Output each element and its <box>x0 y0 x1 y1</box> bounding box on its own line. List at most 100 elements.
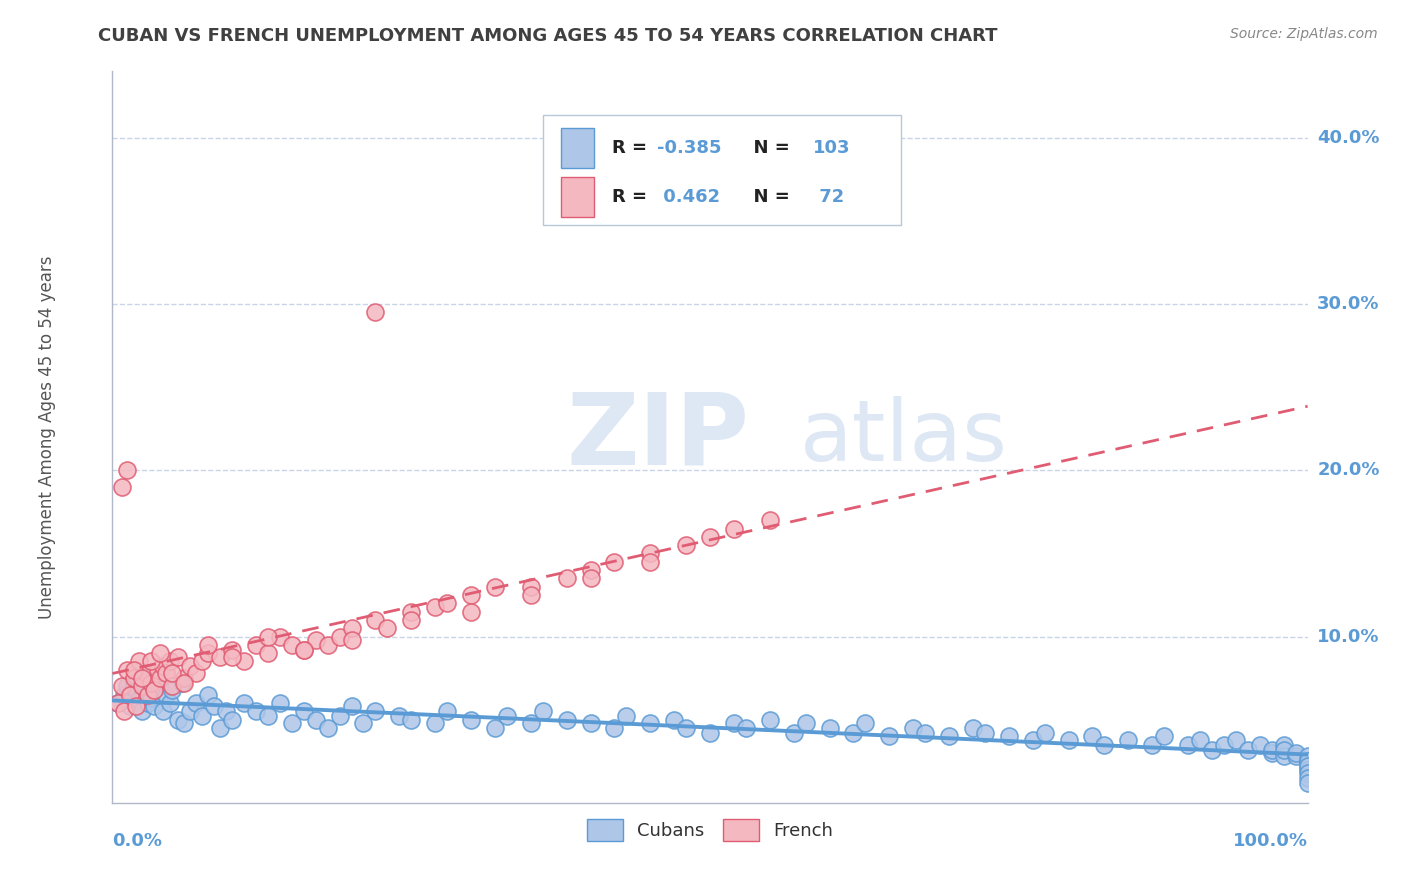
Point <box>1237 742 1260 756</box>
Point <box>159 655 181 669</box>
Point <box>197 646 219 660</box>
Point <box>364 705 387 719</box>
Point <box>1285 746 1308 760</box>
Point <box>215 705 238 719</box>
Point <box>555 713 578 727</box>
Point <box>425 599 447 614</box>
Point <box>377 621 399 635</box>
Point <box>186 666 208 681</box>
Point <box>1189 732 1212 747</box>
Point <box>520 716 543 731</box>
Point <box>1177 738 1199 752</box>
Text: N =: N = <box>741 188 796 206</box>
Point <box>120 688 142 702</box>
Point <box>1153 729 1175 743</box>
Point <box>191 709 214 723</box>
Point <box>352 716 374 731</box>
Point <box>329 709 352 723</box>
Point <box>364 305 387 319</box>
Point <box>1225 732 1247 747</box>
Point <box>1033 726 1056 740</box>
Text: CUBAN VS FRENCH UNEMPLOYMENT AMONG AGES 45 TO 54 YEARS CORRELATION CHART: CUBAN VS FRENCH UNEMPLOYMENT AMONG AGES … <box>98 27 998 45</box>
Point <box>292 643 315 657</box>
Point <box>1213 738 1236 752</box>
Point <box>221 643 243 657</box>
FancyBboxPatch shape <box>543 115 901 225</box>
Point <box>520 588 543 602</box>
Point <box>484 580 506 594</box>
Point <box>221 713 243 727</box>
Text: 40.0%: 40.0% <box>1317 128 1379 147</box>
Point <box>579 571 602 585</box>
Point <box>1201 742 1223 756</box>
Point <box>138 696 160 710</box>
Point <box>1296 765 1319 780</box>
Point <box>170 676 193 690</box>
Point <box>401 713 423 727</box>
Point <box>197 688 219 702</box>
Point <box>316 638 339 652</box>
Point <box>531 705 554 719</box>
Text: 0.0%: 0.0% <box>112 832 163 850</box>
Point <box>903 721 925 735</box>
Text: ZIP: ZIP <box>567 389 749 485</box>
Point <box>221 649 243 664</box>
Text: 100.0%: 100.0% <box>1233 832 1308 850</box>
Point <box>114 705 135 719</box>
Point <box>131 671 153 685</box>
Point <box>723 521 745 535</box>
Point <box>1296 763 1319 777</box>
Text: Source: ZipAtlas.com: Source: ZipAtlas.com <box>1230 27 1378 41</box>
Point <box>167 649 190 664</box>
Text: 72: 72 <box>813 188 844 206</box>
Point <box>603 555 626 569</box>
Point <box>1272 738 1295 752</box>
Point <box>143 682 166 697</box>
Point <box>125 699 148 714</box>
Point <box>149 680 172 694</box>
Point <box>1118 732 1140 747</box>
Point <box>191 655 214 669</box>
Point <box>138 688 160 702</box>
Point <box>579 716 602 731</box>
Point <box>152 705 174 719</box>
Point <box>759 713 782 727</box>
Point <box>782 726 804 740</box>
Point <box>114 688 135 702</box>
Point <box>460 713 482 727</box>
Point <box>122 676 145 690</box>
Point <box>675 538 697 552</box>
Point <box>135 666 157 681</box>
Point <box>842 726 865 740</box>
Point <box>143 699 166 714</box>
Text: 30.0%: 30.0% <box>1317 295 1379 313</box>
Point <box>329 630 352 644</box>
Point <box>122 671 145 685</box>
Point <box>640 716 662 731</box>
Point <box>305 713 328 727</box>
Text: 20.0%: 20.0% <box>1317 461 1379 479</box>
Point <box>340 632 363 647</box>
Text: 10.0%: 10.0% <box>1317 628 1379 646</box>
Point <box>616 709 638 723</box>
Point <box>149 646 172 660</box>
Point <box>1272 749 1295 764</box>
Point <box>1296 759 1319 773</box>
Point <box>1022 732 1045 747</box>
Point <box>603 721 626 735</box>
Point <box>496 709 519 723</box>
Point <box>723 716 745 731</box>
Point <box>675 721 697 735</box>
Point <box>139 655 162 669</box>
Point <box>425 716 447 731</box>
Point <box>1296 776 1319 790</box>
Point <box>340 699 363 714</box>
Text: atlas: atlas <box>800 395 1008 479</box>
Point <box>162 682 183 697</box>
Point <box>1296 754 1319 768</box>
Point <box>111 680 134 694</box>
Point <box>115 680 138 694</box>
Point <box>173 671 195 685</box>
Text: -0.385: -0.385 <box>658 139 721 157</box>
Point <box>1296 759 1319 773</box>
